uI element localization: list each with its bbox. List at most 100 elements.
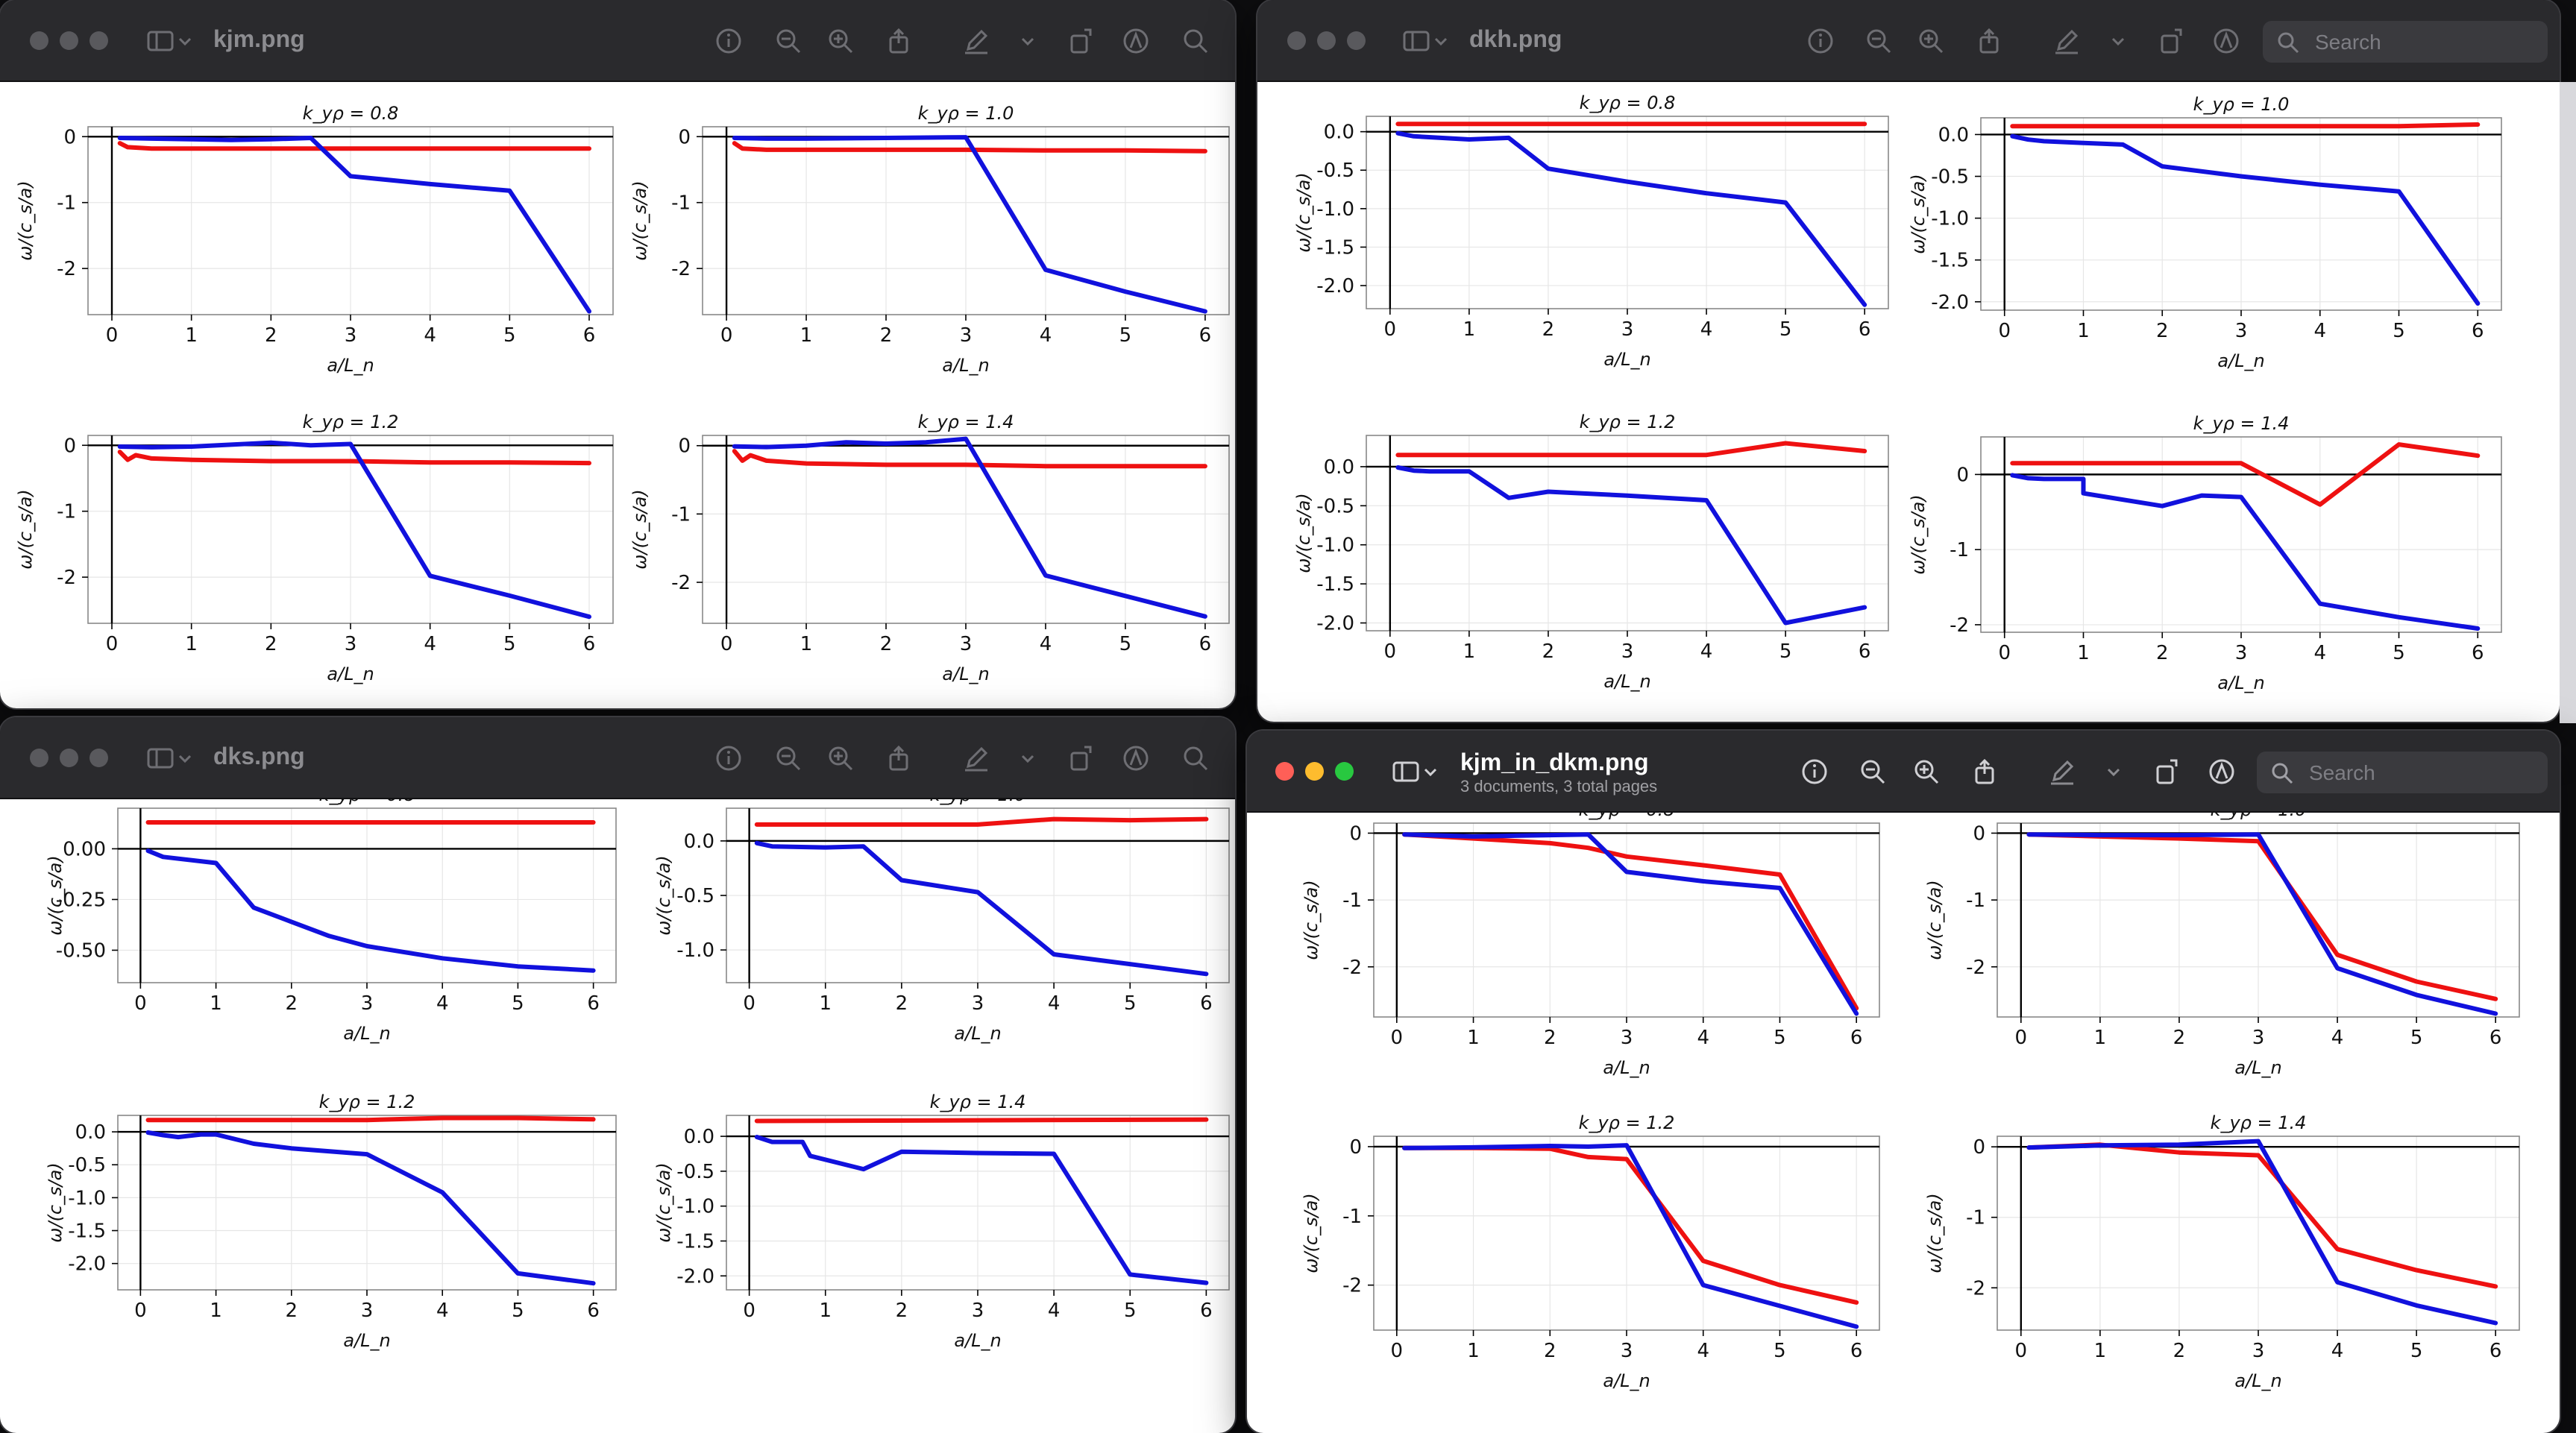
x-tick-label: 6 <box>583 324 596 347</box>
x-axis-label: a/L_n <box>1603 1057 1650 1078</box>
y-axis-label: ω/(c_s/a) <box>45 1162 66 1242</box>
search-icon[interactable] <box>1181 27 1210 55</box>
figure-grid: 0 1 2 3 4 5 6 0 -1 -2 k_yρ = 0.8 a/L_n ω/(c_s/a) 0 1 2 3… <box>15 103 1230 684</box>
sidebar-toggle-icon[interactable] <box>1392 758 1420 786</box>
info-icon[interactable] <box>714 27 743 55</box>
zoom-button[interactable] <box>1335 762 1354 781</box>
minimize-button[interactable] <box>1305 762 1324 781</box>
chevron-down-icon[interactable] <box>1020 744 1035 772</box>
rotate-icon[interactable] <box>1068 744 1096 772</box>
zoom-out-icon[interactable] <box>1859 758 1887 786</box>
preview-window-dkh[interactable]: dkh.png Search 0 1 2 3 4 5 6 0.0 -0.5 -1.0 -1.5 -2.… <box>1257 0 2560 722</box>
x-tick-label: 1 <box>1467 1027 1480 1049</box>
search-field[interactable]: Search <box>2257 752 2548 793</box>
chevron-down-icon[interactable] <box>2111 27 2126 55</box>
y-axis-label: ω/(c_s/a) <box>1924 880 1945 960</box>
zoom-out-icon[interactable] <box>774 27 802 55</box>
zoom-in-icon[interactable] <box>826 27 855 55</box>
share-icon[interactable] <box>885 27 913 55</box>
y-tick-label: -2.0 <box>1316 613 1354 635</box>
rotate-icon[interactable] <box>2154 758 2182 786</box>
zoom-in-icon[interactable] <box>1912 758 1941 786</box>
chevron-down-icon[interactable] <box>178 744 192 772</box>
y-tick-label: -2.0 <box>676 1265 714 1288</box>
x-tick-label: 4 <box>1700 318 1713 341</box>
subplot-title: k_yρ = 1.2 <box>1580 412 1676 432</box>
share-icon[interactable] <box>1975 27 2003 55</box>
x-tick-label: 6 <box>1850 1340 1863 1362</box>
preview-window-kjm-in-dkm[interactable]: kjm_in_dkm.png 3 documents, 3 total page… <box>1247 731 2560 1433</box>
y-axis-label: ω/(c_s/a) <box>629 489 650 569</box>
subplot-title: k_yρ = 0.8 <box>1579 813 1675 820</box>
minimize-button[interactable] <box>1317 31 1336 50</box>
zoom-in-icon[interactable] <box>1917 27 1945 55</box>
markup-toolbar-icon[interactable] <box>2208 758 2236 786</box>
zoom-button[interactable] <box>1347 31 1366 50</box>
subplot-title: k_yρ = 1.2 <box>1579 1112 1675 1133</box>
markup-pen-icon[interactable] <box>2052 27 2081 55</box>
y-tick-label: -1 <box>1342 1206 1362 1228</box>
chevron-down-icon[interactable] <box>1433 27 1448 55</box>
blue-series-line <box>1402 832 1859 1016</box>
x-tick-label: 3 <box>972 1300 984 1322</box>
x-tick-label: 2 <box>265 324 277 347</box>
x-tick-label: 3 <box>1621 318 1634 341</box>
markup-toolbar-icon[interactable] <box>1122 744 1150 772</box>
y-axis-label: ω/(c_s/a) <box>629 180 650 260</box>
close-button[interactable] <box>1287 31 1306 50</box>
y-axis-label: ω/(c_s/a) <box>1908 494 1929 574</box>
info-icon[interactable] <box>1806 27 1835 55</box>
y-tick-label: -1 <box>1342 889 1362 912</box>
subplot-title: k_yρ = 1.4 <box>918 412 1014 432</box>
close-button[interactable] <box>1275 762 1294 781</box>
window-titlebar[interactable]: dks.png <box>0 717 1235 799</box>
window-titlebar[interactable]: dkh.png Search <box>1257 0 2560 82</box>
chevron-down-icon[interactable] <box>1423 758 1438 786</box>
markup-toolbar-icon[interactable] <box>2212 27 2240 55</box>
zoom-out-icon[interactable] <box>1865 27 1893 55</box>
y-tick-label: 0 <box>1349 1136 1362 1159</box>
zoom-button[interactable] <box>89 749 108 767</box>
chevron-down-icon[interactable] <box>1020 27 1035 55</box>
search-icon[interactable] <box>1181 744 1210 772</box>
zoom-out-icon[interactable] <box>774 744 802 772</box>
share-icon[interactable] <box>1970 758 1999 786</box>
y-tick-label: 0.0 <box>1938 124 1969 146</box>
share-icon[interactable] <box>885 744 913 772</box>
x-tick-label: 6 <box>2472 320 2484 342</box>
chevron-down-icon[interactable] <box>2106 758 2121 786</box>
zoom-button[interactable] <box>89 31 108 50</box>
x-tick-label: 5 <box>1779 640 1792 663</box>
close-button[interactable] <box>30 31 48 50</box>
rotate-icon[interactable] <box>1068 27 1096 55</box>
minimize-button[interactable] <box>60 31 78 50</box>
rotate-icon[interactable] <box>2158 27 2187 55</box>
markup-pen-icon[interactable] <box>962 27 990 55</box>
y-tick-label: -2 <box>1950 614 1969 637</box>
info-icon[interactable] <box>714 744 743 772</box>
chevron-down-icon[interactable] <box>178 27 192 55</box>
window-titlebar[interactable]: kjm_in_dkm.png 3 documents, 3 total page… <box>1247 731 2560 813</box>
markup-pen-icon[interactable] <box>962 744 990 772</box>
minimize-button[interactable] <box>60 749 78 767</box>
subplot: 0 1 2 3 4 5 6 0.0 -0.5 -1.0 -1.5 -2.0 k_yρ = 0.8 a/L_… <box>1293 92 1889 370</box>
sidebar-toggle-icon[interactable] <box>146 744 175 772</box>
x-tick-label: 2 <box>286 1300 298 1322</box>
window-titlebar[interactable]: kjm.png <box>0 0 1235 82</box>
preview-window-kjm[interactable]: kjm.png 0 1 2 3 4 5 6 0 -1 -2 k_yρ = 0.8 a/L_n ω/(c_… <box>0 0 1235 708</box>
sidebar-toggle-icon[interactable] <box>1402 27 1430 55</box>
zoom-in-icon[interactable] <box>826 744 855 772</box>
x-tick-label: 3 <box>1621 1027 1633 1049</box>
info-icon[interactable] <box>1800 758 1829 786</box>
close-button[interactable] <box>30 749 48 767</box>
subplot-title: k_yρ = 1.2 <box>303 412 399 432</box>
search-field[interactable]: Search <box>2263 21 2548 63</box>
markup-toolbar-icon[interactable] <box>1122 27 1150 55</box>
y-tick-label: -2 <box>671 572 691 594</box>
y-tick-label: -1.0 <box>1931 208 1969 230</box>
sidebar-toggle-icon[interactable] <box>146 27 175 55</box>
markup-pen-icon[interactable] <box>2048 758 2076 786</box>
y-axis-label: ω/(c_s/a) <box>1293 493 1314 573</box>
y-axis-label: ω/(c_s/a) <box>15 180 36 260</box>
